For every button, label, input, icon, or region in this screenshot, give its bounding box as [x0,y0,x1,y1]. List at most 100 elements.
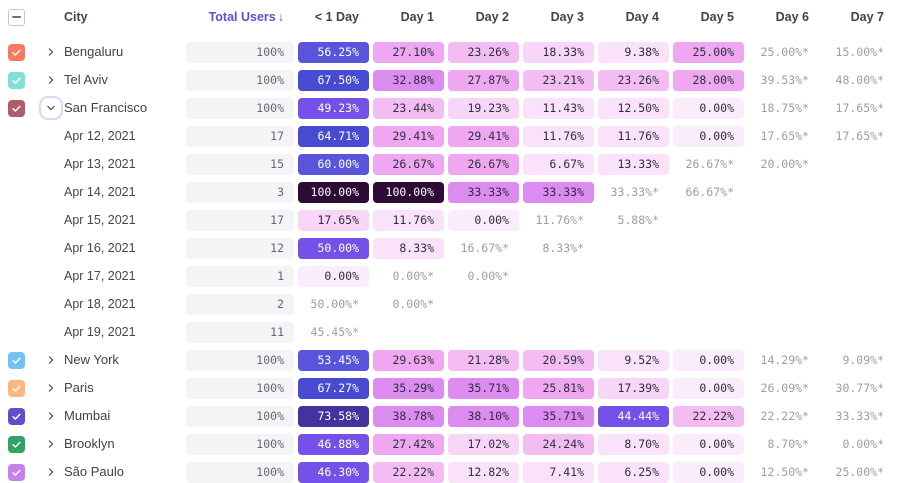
retention-value-partial[interactable]: 0.00%* [392,269,434,283]
retention-value-partial[interactable]: 25.00%* [835,465,884,479]
retention-value-pill[interactable]: 23.26% [598,69,669,91]
retention-value-pill[interactable]: 0.00% [673,377,744,399]
total-users-cell[interactable]: 11 [186,321,294,343]
retention-value-partial[interactable]: 17.65%* [760,129,809,143]
retention-value-pill[interactable]: 20.59% [523,349,594,371]
retention-value-pill[interactable]: 11.43% [523,97,594,119]
column-header-day-2[interactable]: Day 2 [475,10,509,24]
retention-value-pill[interactable]: 23.44% [373,97,444,119]
retention-value-partial[interactable]: 17.65%* [835,129,884,143]
retention-value-pill[interactable]: 21.28% [448,349,519,371]
retention-value-pill[interactable]: 0.00% [673,97,744,119]
retention-value-pill[interactable]: 33.33% [523,181,594,203]
column-header-day-3[interactable]: Day 3 [550,10,584,24]
retention-value-partial[interactable]: 18.75%* [760,101,809,115]
expand-chevron[interactable] [41,350,61,370]
total-users-cell[interactable]: 100% [186,69,294,91]
retention-value-pill[interactable]: 56.25% [298,41,369,63]
retention-value-pill[interactable]: 22.22% [673,405,744,427]
retention-value-pill[interactable]: 11.76% [523,125,594,147]
retention-value-partial[interactable]: 26.67%* [685,157,734,171]
retention-value-pill[interactable]: 0.00% [673,433,744,455]
retention-value-partial[interactable]: 45.45%* [310,325,359,339]
collapse-chevron[interactable] [41,98,61,118]
retention-value-pill[interactable]: 23.21% [523,69,594,91]
retention-value-pill[interactable]: 49.23% [298,97,369,119]
retention-value-pill[interactable]: 17.65% [298,209,369,231]
retention-value-pill[interactable]: 11.76% [598,125,669,147]
retention-value-pill[interactable]: 35.29% [373,377,444,399]
row-checkbox[interactable] [8,463,25,481]
total-users-cell[interactable]: 2 [186,293,294,315]
retention-value-partial[interactable]: 50.00%* [310,297,359,311]
retention-value-partial[interactable]: 30.77%* [835,381,884,395]
retention-value-pill[interactable]: 8.33% [373,237,444,259]
retention-value-partial[interactable]: 66.67%* [685,185,734,199]
retention-value-partial[interactable]: 8.33%* [542,241,584,255]
retention-value-pill[interactable]: 53.45% [298,349,369,371]
column-header-day-4[interactable]: Day 4 [625,10,659,24]
row-checkbox[interactable] [8,71,25,89]
retention-value-pill[interactable]: 0.00% [673,125,744,147]
total-users-cell[interactable]: 100% [186,405,294,427]
retention-value-partial[interactable]: 0.00%* [467,269,509,283]
total-users-cell[interactable]: 100% [186,349,294,371]
retention-value-pill[interactable]: 9.38% [598,41,669,63]
total-users-cell[interactable]: 100% [186,433,294,455]
retention-value-pill[interactable]: 26.67% [448,153,519,175]
retention-value-pill[interactable]: 23.26% [448,41,519,63]
retention-value-pill[interactable]: 18.33% [523,41,594,63]
retention-value-partial[interactable]: 25.00%* [760,45,809,59]
retention-value-partial[interactable]: 33.33%* [835,409,884,423]
retention-value-pill[interactable]: 27.42% [373,433,444,455]
retention-value-pill[interactable]: 64.71% [298,125,369,147]
total-users-cell[interactable]: 100% [186,461,294,483]
retention-value-pill[interactable]: 46.30% [298,461,369,483]
retention-value-partial[interactable]: 5.88%* [617,213,659,227]
retention-value-partial[interactable]: 9.09%* [842,353,884,367]
expand-chevron[interactable] [41,434,61,454]
retention-value-pill[interactable]: 25.00% [673,41,744,63]
retention-value-pill[interactable]: 13.33% [598,153,669,175]
total-users-cell[interactable]: 12 [186,237,294,259]
retention-value-pill[interactable]: 32.88% [373,69,444,91]
retention-value-pill[interactable]: 9.52% [598,349,669,371]
retention-value-pill[interactable]: 60.00% [298,153,369,175]
retention-value-pill[interactable]: 0.00% [673,349,744,371]
total-users-cell[interactable]: 100% [186,41,294,63]
retention-value-partial[interactable]: 0.00%* [392,297,434,311]
total-users-cell[interactable]: 17 [186,125,294,147]
expand-chevron[interactable] [41,378,61,398]
select-all-checkbox[interactable] [8,8,25,26]
retention-value-pill[interactable]: 25.81% [523,377,594,399]
retention-value-partial[interactable]: 39.53%* [760,73,809,87]
retention-value-partial[interactable]: 26.09%* [760,381,809,395]
retention-value-pill[interactable]: 28.00% [673,69,744,91]
retention-value-pill[interactable]: 38.10% [448,405,519,427]
retention-value-pill[interactable]: 27.10% [373,41,444,63]
retention-value-pill[interactable]: 0.00% [673,461,744,483]
row-checkbox[interactable] [8,351,25,369]
column-header-day-lt1[interactable]: < 1 Day [314,10,359,24]
expand-chevron[interactable] [41,462,61,482]
retention-value-pill[interactable]: 12.82% [448,461,519,483]
retention-value-partial[interactable]: 12.50%* [760,465,809,479]
retention-value-pill[interactable]: 67.27% [298,377,369,399]
retention-value-pill[interactable]: 29.63% [373,349,444,371]
total-users-cell[interactable]: 100% [186,377,294,399]
column-header-total-users[interactable]: Total Users ↓ [208,10,284,24]
retention-value-pill[interactable]: 100.00% [373,181,444,203]
total-users-cell[interactable]: 100% [186,97,294,119]
retention-value-pill[interactable]: 24.24% [523,433,594,455]
row-checkbox[interactable] [8,435,25,453]
expand-chevron[interactable] [41,70,61,90]
retention-value-pill[interactable]: 50.00% [298,237,369,259]
retention-value-pill[interactable]: 67.50% [298,69,369,91]
total-users-cell[interactable]: 17 [186,209,294,231]
retention-value-pill[interactable]: 19.23% [448,97,519,119]
retention-value-partial[interactable]: 11.76%* [535,213,584,227]
total-users-cell[interactable]: 15 [186,153,294,175]
expand-chevron[interactable] [41,42,61,62]
column-header-day-1[interactable]: Day 1 [400,10,434,24]
retention-value-partial[interactable]: 48.00%* [835,73,884,87]
